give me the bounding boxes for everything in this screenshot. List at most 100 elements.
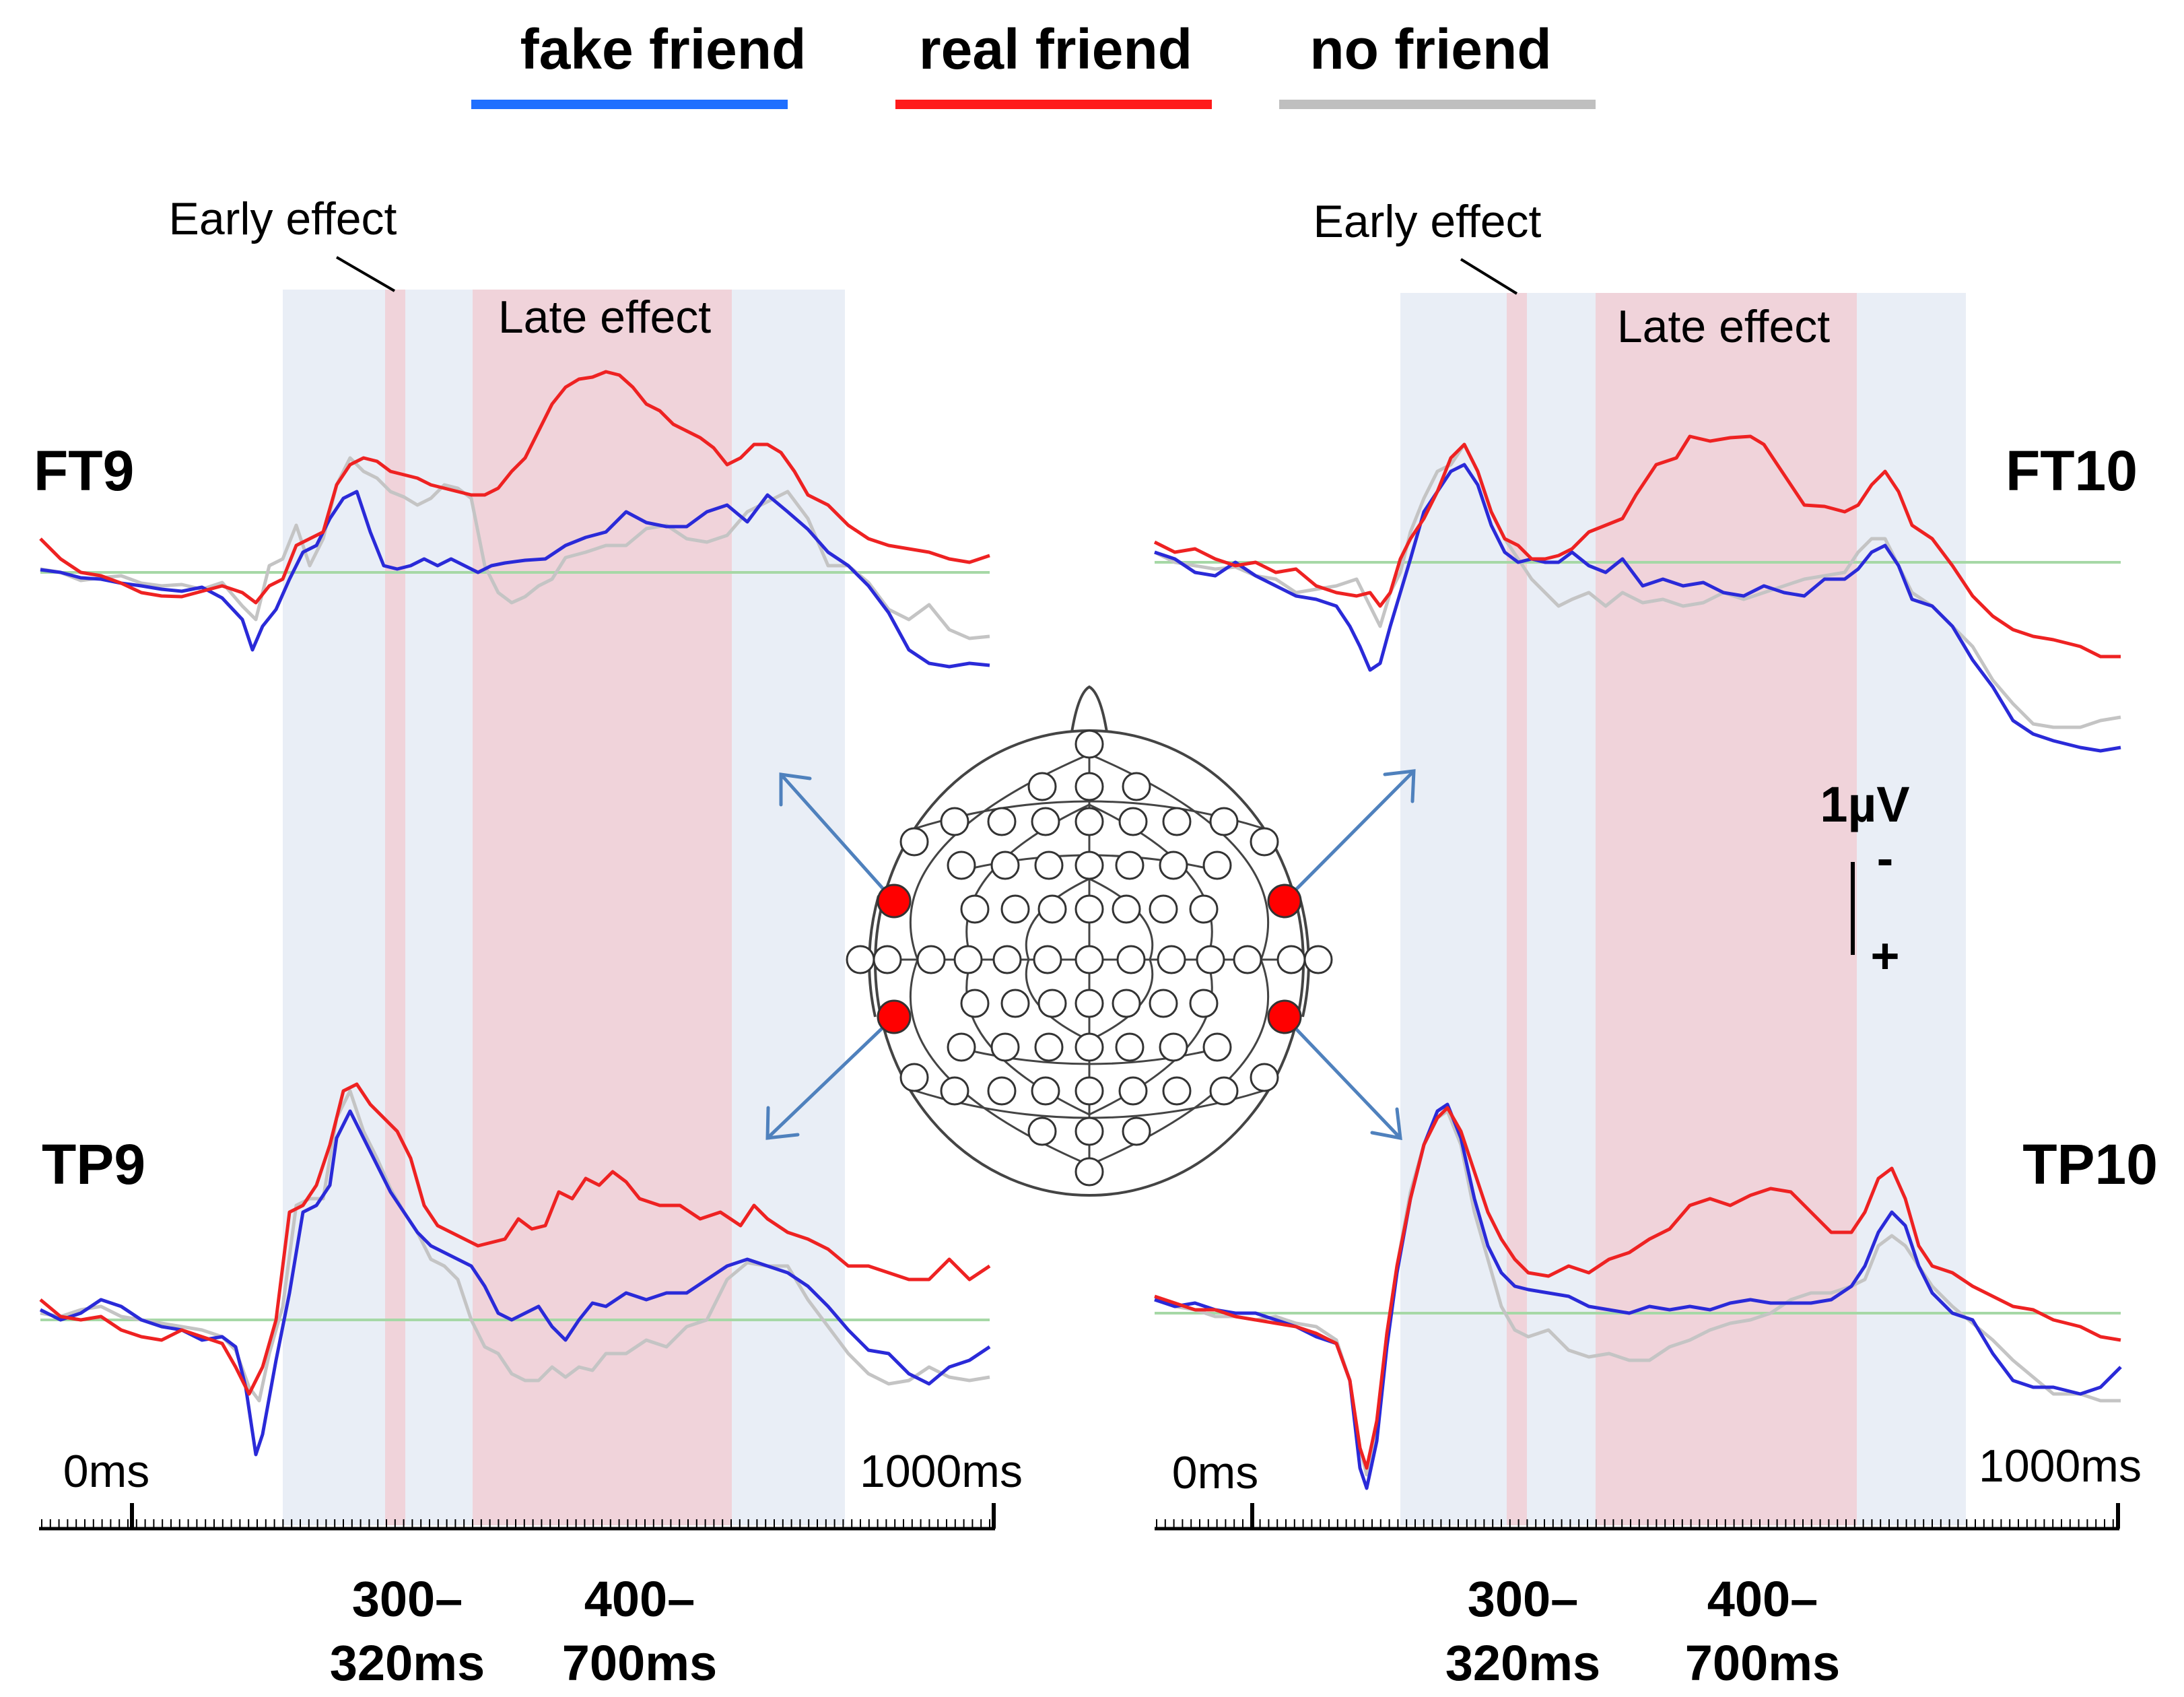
electrode-marker bbox=[1250, 827, 1279, 857]
electrode-marker bbox=[916, 945, 946, 974]
left-axis-end-label: 1000ms bbox=[860, 1446, 1023, 1497]
right-late-tick-label: 400– 700ms bbox=[1685, 1571, 1840, 1691]
legend: fake friend real friend no friend bbox=[471, 18, 1596, 109]
electrode-marker bbox=[1233, 945, 1262, 974]
TP9-fake-friend-line bbox=[39, 1109, 991, 1457]
electrode-TP9-marker bbox=[877, 999, 912, 1034]
TP9-real-friend-line bbox=[39, 1082, 991, 1396]
electrode-marker bbox=[873, 945, 902, 974]
left-x-axis: 0ms 1000ms 300– 320ms 400– 700ms bbox=[39, 1446, 1023, 1691]
left-late-effect-label: Late effect bbox=[498, 292, 711, 343]
electrode-marker bbox=[1074, 1117, 1104, 1146]
electrode-FT10-marker bbox=[1267, 884, 1302, 919]
arrow-to-FT10 bbox=[1283, 769, 1416, 903]
left-axis-start-label: 0ms bbox=[63, 1446, 149, 1497]
electrode-marker bbox=[960, 989, 990, 1018]
electrode-marker bbox=[1074, 851, 1104, 880]
electrode-marker bbox=[1034, 851, 1064, 880]
electrode-marker bbox=[1000, 989, 1030, 1018]
electrode-marker bbox=[1202, 1032, 1232, 1062]
scale-bar-plus: + bbox=[1870, 928, 1899, 984]
right-x-axis: 0ms 1000ms 300– 320ms 400– 700ms bbox=[1155, 1440, 2142, 1691]
electrode-marker bbox=[1159, 1032, 1188, 1062]
electrode-marker bbox=[1074, 989, 1104, 1018]
right-axis-end-label: 1000ms bbox=[1979, 1440, 2142, 1492]
electrode-marker bbox=[1027, 1117, 1057, 1146]
scale-bar-label: 1µV bbox=[1820, 776, 1909, 832]
right-late-effect-label: Late effect bbox=[1617, 301, 1830, 352]
electrode-marker bbox=[1122, 1117, 1151, 1146]
electrode-marker bbox=[899, 827, 929, 857]
electrode-marker bbox=[953, 945, 983, 974]
FT9-label: FT9 bbox=[34, 439, 134, 502]
electrode-marker bbox=[1112, 989, 1141, 1018]
electrode-marker bbox=[1196, 945, 1225, 974]
electrode-marker bbox=[960, 894, 990, 924]
electrode-marker bbox=[1189, 989, 1219, 1018]
legend-label-real-friend: real friend bbox=[919, 18, 1192, 81]
electrode-marker bbox=[1157, 945, 1186, 974]
left-early-effect-pointer bbox=[335, 256, 396, 292]
electrode-marker bbox=[1122, 772, 1151, 801]
electrode-marker bbox=[1202, 851, 1232, 880]
FT10-label: FT10 bbox=[2006, 439, 2138, 502]
electrode-marker bbox=[1037, 989, 1067, 1018]
left-early-effect-label: Early effect bbox=[169, 193, 397, 244]
electrode-marker bbox=[1118, 1076, 1148, 1106]
electrode-marker bbox=[1112, 894, 1141, 924]
TP10-label: TP10 bbox=[2022, 1133, 2158, 1196]
electrode-marker bbox=[1074, 1157, 1104, 1187]
TP9-waveforms bbox=[39, 1082, 991, 1457]
electrode-marker bbox=[947, 1032, 976, 1062]
electrode-marker bbox=[1116, 945, 1146, 974]
electrode-marker bbox=[1303, 945, 1333, 974]
electrode-marker bbox=[940, 807, 969, 836]
electrode-marker bbox=[1159, 851, 1188, 880]
right-column: Early effect Late effect FT10 TP10 1µV -… bbox=[1153, 196, 2158, 1691]
right-early-band bbox=[1507, 293, 1527, 1525]
arrow-to-FT9 bbox=[779, 772, 896, 903]
electrode-marker bbox=[992, 945, 1022, 974]
electrode-marker bbox=[1118, 807, 1148, 836]
TP9-label: TP9 bbox=[42, 1133, 145, 1196]
electrode-marker bbox=[1074, 945, 1104, 974]
left-late-tick-label: 400– 700ms bbox=[562, 1571, 717, 1691]
electrode-marker bbox=[1250, 1063, 1279, 1092]
FT10-real-friend-line bbox=[1153, 434, 2121, 659]
electrode-marker bbox=[1149, 989, 1178, 1018]
electrode-marker bbox=[1074, 1076, 1104, 1106]
FT10-fake-friend-line bbox=[1154, 463, 2121, 753]
FT10-waveforms bbox=[1153, 434, 2121, 753]
electrode-marker bbox=[1162, 1076, 1192, 1106]
legend-label-no-friend: no friend bbox=[1309, 18, 1551, 81]
electrode-marker bbox=[1115, 1032, 1145, 1062]
right-axis-minor-ticks bbox=[1156, 1519, 2114, 1529]
electrode-marker bbox=[899, 1063, 929, 1092]
right-early-effect-label: Early effect bbox=[1313, 196, 1542, 247]
electrode-marker bbox=[1031, 807, 1060, 836]
electrode-arrows bbox=[765, 769, 1416, 1141]
electrode-marker bbox=[990, 851, 1020, 880]
electrode-marker bbox=[940, 1076, 969, 1106]
electrode-marker bbox=[1034, 1032, 1064, 1062]
electrode-marker bbox=[1074, 807, 1104, 836]
right-late-band bbox=[1596, 293, 1857, 1525]
electrode-marker bbox=[1027, 772, 1057, 801]
electrode-TP10-marker bbox=[1267, 999, 1302, 1034]
electrode-marker bbox=[1162, 807, 1192, 836]
electrode-marker bbox=[1074, 729, 1104, 759]
electrode-marker bbox=[1149, 894, 1178, 924]
TP10-waveforms bbox=[1154, 1102, 2122, 1490]
electrode-marker bbox=[990, 1032, 1020, 1062]
electrode-marker bbox=[846, 945, 875, 974]
electrode-marker bbox=[1189, 894, 1219, 924]
TP10-real-friend-line bbox=[1154, 1106, 2121, 1470]
scale-bar-minus: - bbox=[1877, 830, 1894, 886]
electrode-marker bbox=[1115, 851, 1145, 880]
FT9-real-friend-line bbox=[39, 370, 990, 605]
arrow-to-TP9 bbox=[765, 1015, 896, 1140]
electrode-marker bbox=[1000, 894, 1030, 924]
arrow-to-TP10 bbox=[1283, 1015, 1402, 1141]
head-nose bbox=[1069, 685, 1110, 741]
